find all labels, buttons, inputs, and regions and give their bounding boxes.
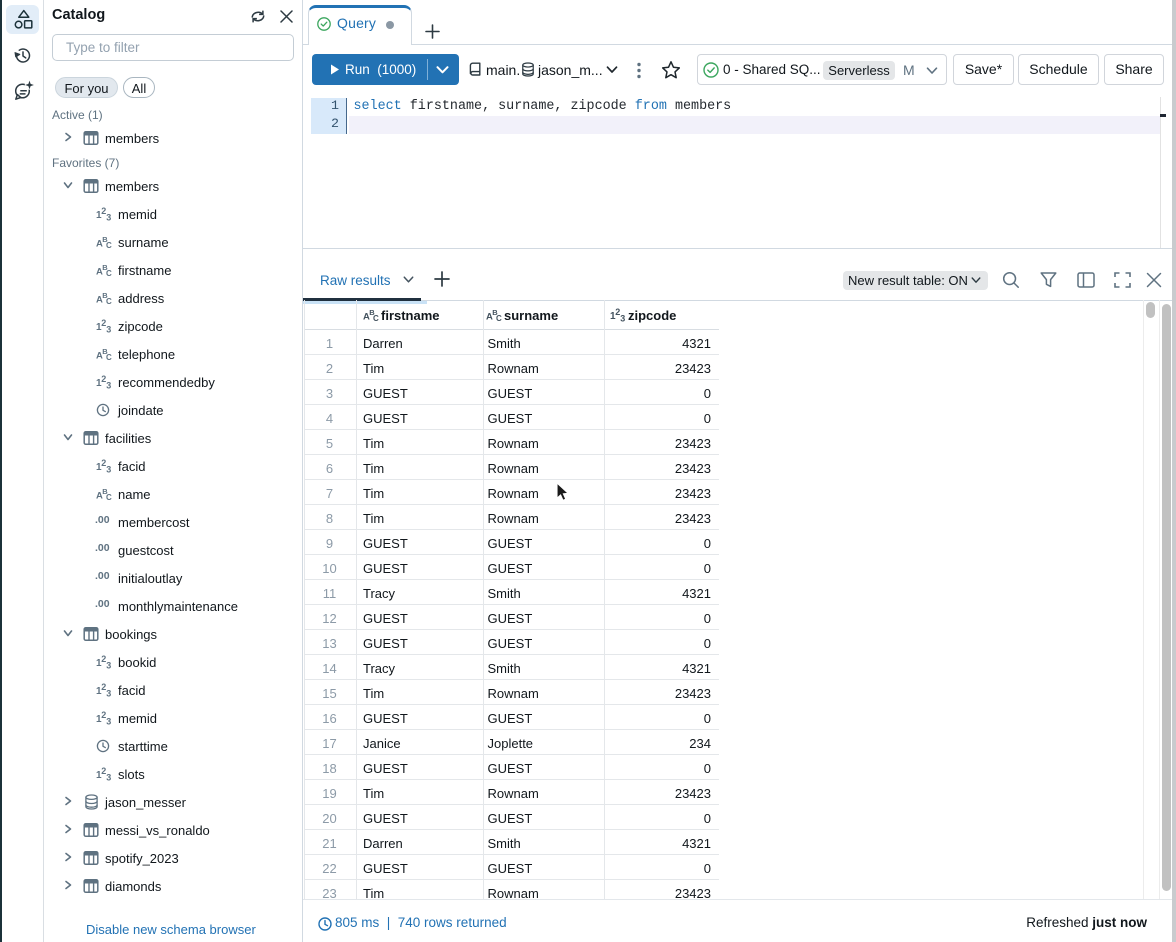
svg-text:A: A (96, 491, 103, 502)
svg-text:B: B (369, 308, 375, 317)
svg-text:3: 3 (106, 689, 111, 699)
svg-text:2: 2 (101, 375, 106, 384)
svg-text:2: 2 (101, 319, 106, 328)
svg-text:1: 1 (96, 378, 102, 389)
svg-text:C: C (496, 314, 502, 323)
svg-text:1: 1 (96, 714, 102, 725)
svg-text:B: B (102, 487, 108, 496)
svg-text:1: 1 (96, 210, 102, 221)
svg-text:2: 2 (101, 459, 106, 468)
svg-text:C: C (373, 314, 379, 323)
svg-text:C: C (106, 241, 112, 250)
svg-text:3: 3 (106, 381, 111, 391)
svg-text:1: 1 (96, 686, 102, 697)
svg-text:C: C (106, 493, 112, 502)
svg-text:2: 2 (101, 207, 106, 216)
svg-text:A: A (96, 351, 103, 362)
svg-text:C: C (106, 269, 112, 278)
svg-text:B: B (102, 347, 108, 356)
svg-text:A: A (96, 239, 103, 250)
svg-text:B: B (102, 263, 108, 272)
svg-text:3: 3 (106, 465, 111, 475)
svg-text:A: A (96, 267, 103, 278)
svg-text:1: 1 (96, 658, 102, 669)
svg-text:3: 3 (106, 773, 111, 783)
svg-text:2: 2 (615, 308, 620, 317)
svg-text:B: B (102, 291, 108, 300)
svg-text:2: 2 (101, 683, 106, 692)
svg-text:B: B (102, 235, 108, 244)
svg-text:A: A (96, 295, 103, 306)
svg-text:1: 1 (610, 311, 616, 322)
svg-text:C: C (106, 353, 112, 362)
svg-text:1: 1 (96, 770, 102, 781)
svg-text:1: 1 (96, 322, 102, 333)
svg-text:B: B (492, 308, 498, 317)
svg-text:A: A (486, 312, 493, 323)
svg-text:3: 3 (106, 661, 111, 671)
svg-text:2: 2 (101, 655, 106, 664)
svg-text:C: C (106, 297, 112, 306)
svg-text:1: 1 (96, 462, 102, 473)
svg-text:3: 3 (106, 213, 111, 223)
svg-text:A: A (363, 312, 370, 323)
svg-text:2: 2 (101, 711, 106, 720)
svg-text:2: 2 (101, 767, 106, 776)
svg-text:3: 3 (106, 325, 111, 335)
svg-text:3: 3 (106, 717, 111, 727)
svg-text:3: 3 (620, 314, 625, 324)
